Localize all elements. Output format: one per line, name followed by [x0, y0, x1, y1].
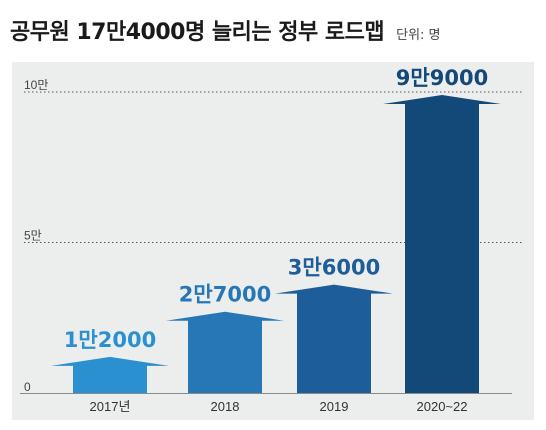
bar-value-label: 3만6000: [288, 256, 380, 280]
y-tick-label: 0: [24, 380, 31, 394]
x-tick-label: 2020~22: [417, 399, 468, 414]
unit-label: 단위: 명: [396, 28, 441, 43]
chart-header: 공무원 17만4000명 늘리는 정부 로드맵 단위: 명: [10, 14, 536, 54]
bar: [51, 356, 169, 393]
chart-title: 공무원 17만4000명 늘리는 정부 로드맵: [10, 20, 385, 45]
bar: [383, 95, 501, 393]
bar-value-label: 9만9000: [396, 66, 488, 90]
bar: [275, 284, 393, 393]
x-tick-label: 2018: [211, 399, 240, 414]
x-tick-label: 2017년: [90, 399, 131, 414]
y-tick-label: 5만: [24, 229, 42, 243]
bar-value-label: 2만7000: [179, 283, 271, 307]
y-tick-label: 10만: [24, 78, 48, 92]
x-tick-label: 2019: [320, 399, 349, 414]
bar-value-label: 1만2000: [64, 328, 156, 352]
bar: [166, 311, 284, 393]
